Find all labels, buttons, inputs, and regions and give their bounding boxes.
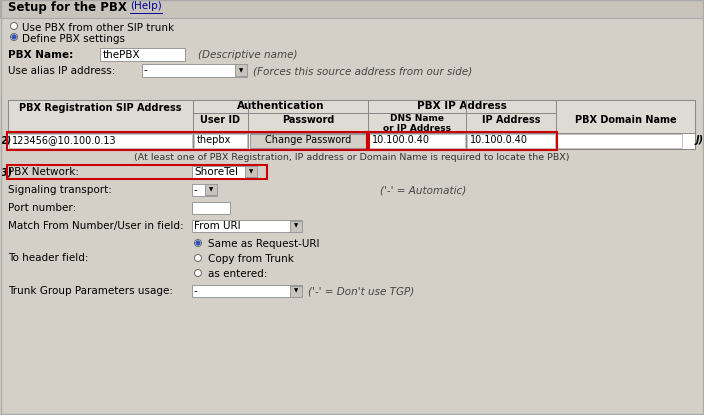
Bar [0, 0, 704, 18]
Bar [369, 134, 465, 148]
Text: Signaling transport:: Signaling transport: [8, 185, 112, 195]
Bar [193, 100, 368, 113]
Text: (At least one of PBX Registration, IP address or Domain Name is required to loca: (At least one of PBX Registration, IP ad… [134, 153, 570, 162]
Text: ▼: ▼ [294, 288, 298, 293]
Bar [245, 166, 256, 178]
Bar [8, 100, 695, 149]
Circle shape [196, 241, 200, 245]
Text: DNS Name
or IP Address: DNS Name or IP Address [383, 114, 451, 133]
Text: ShoreTel: ShoreTel [194, 167, 238, 177]
Text: ('-' = Don't use TGP): ('-' = Don't use TGP) [308, 286, 414, 296]
Text: ▼: ▼ [249, 169, 253, 174]
Circle shape [12, 35, 16, 39]
Bar [192, 184, 217, 196]
Text: -: - [144, 66, 148, 76]
Text: Trunk Group Parameters usage:: Trunk Group Parameters usage: [8, 286, 173, 296]
Text: ▼: ▼ [239, 68, 243, 73]
Text: Port number:: Port number: [8, 203, 76, 213]
Circle shape [194, 239, 201, 247]
Text: thePBX: thePBX [103, 50, 141, 60]
Bar [250, 134, 366, 148]
Bar [235, 64, 246, 76]
Bar [205, 185, 217, 195]
Text: PBX Name:: PBX Name: [8, 50, 73, 60]
Bar [100, 48, 185, 61]
Text: J): J) [696, 135, 704, 145]
Text: User ID: User ID [201, 115, 241, 125]
Text: 3): 3) [1, 167, 12, 177]
Text: Same as Request-URI: Same as Request-URI [208, 239, 320, 249]
Text: Setup for the PBX: Setup for the PBX [8, 1, 127, 14]
Bar [7, 132, 369, 150]
Text: (Help): (Help) [130, 1, 162, 11]
Bar [557, 134, 682, 148]
Text: Match From Number/User in field:: Match From Number/User in field: [8, 221, 184, 231]
Bar [8, 100, 695, 133]
Circle shape [11, 34, 18, 41]
Text: 123456@10.100.0.13: 123456@10.100.0.13 [12, 135, 117, 145]
Text: Use PBX from other SIP trunk: Use PBX from other SIP trunk [22, 23, 174, 33]
Bar [192, 285, 302, 297]
Text: Change Password: Change Password [265, 135, 351, 145]
Text: From URI: From URI [194, 221, 241, 231]
Text: ▼: ▼ [209, 188, 213, 193]
Text: Password: Password [282, 115, 334, 125]
Text: PBX Network:: PBX Network: [8, 167, 79, 177]
Circle shape [194, 254, 201, 261]
Bar [192, 166, 257, 178]
Bar [368, 100, 556, 113]
Text: -: - [194, 185, 198, 195]
Text: ▼: ▼ [294, 224, 298, 229]
Bar [194, 134, 247, 148]
Text: PBX Registration SIP Address: PBX Registration SIP Address [19, 103, 182, 113]
Circle shape [11, 22, 18, 29]
Circle shape [194, 269, 201, 276]
Bar [7, 165, 267, 179]
Bar [367, 132, 557, 150]
Bar [8, 133, 695, 149]
Text: (Forces this source address from our side): (Forces this source address from our sid… [253, 66, 472, 76]
Text: Authentication: Authentication [237, 101, 325, 111]
Text: -: - [194, 286, 198, 296]
Text: Copy from Trunk: Copy from Trunk [208, 254, 294, 264]
Text: 10.100.0.40: 10.100.0.40 [470, 135, 528, 145]
Text: thepbx: thepbx [197, 135, 232, 145]
Text: 2): 2) [1, 135, 12, 145]
Bar [142, 64, 247, 77]
Text: To header field:: To header field: [8, 253, 89, 263]
Bar [192, 202, 230, 214]
Bar [192, 220, 302, 232]
Text: (Descriptive name): (Descriptive name) [198, 50, 298, 60]
Text: 10.100.0.40: 10.100.0.40 [372, 135, 430, 145]
Text: Use alias IP address:: Use alias IP address: [8, 66, 115, 76]
Text: Define PBX settings: Define PBX settings [22, 34, 125, 44]
Text: PBX IP Address: PBX IP Address [417, 101, 507, 111]
Bar [290, 220, 301, 232]
Bar [290, 286, 301, 296]
Text: IP Address: IP Address [482, 115, 540, 125]
Text: PBX Domain Name: PBX Domain Name [574, 115, 677, 125]
Bar [467, 134, 555, 148]
Bar [9, 134, 192, 148]
Text: ('-' = Automatic): ('-' = Automatic) [380, 185, 466, 195]
Text: as entered:: as entered: [208, 269, 268, 279]
